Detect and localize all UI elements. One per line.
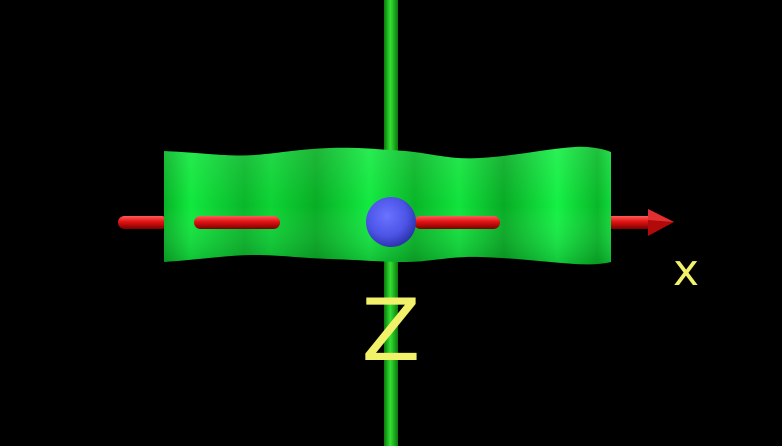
x-axis-arrowhead-highlight — [648, 209, 674, 222]
x-axis-shaft-left — [118, 216, 168, 229]
origin-sphere — [366, 197, 416, 247]
x-axis-segment-right-inner — [414, 216, 500, 229]
x-axis-label: x — [673, 245, 699, 296]
x-axis-shaft-right — [611, 216, 653, 229]
x-axis-segment-left-inner — [194, 216, 280, 229]
z-axis-label: Z — [362, 281, 421, 381]
